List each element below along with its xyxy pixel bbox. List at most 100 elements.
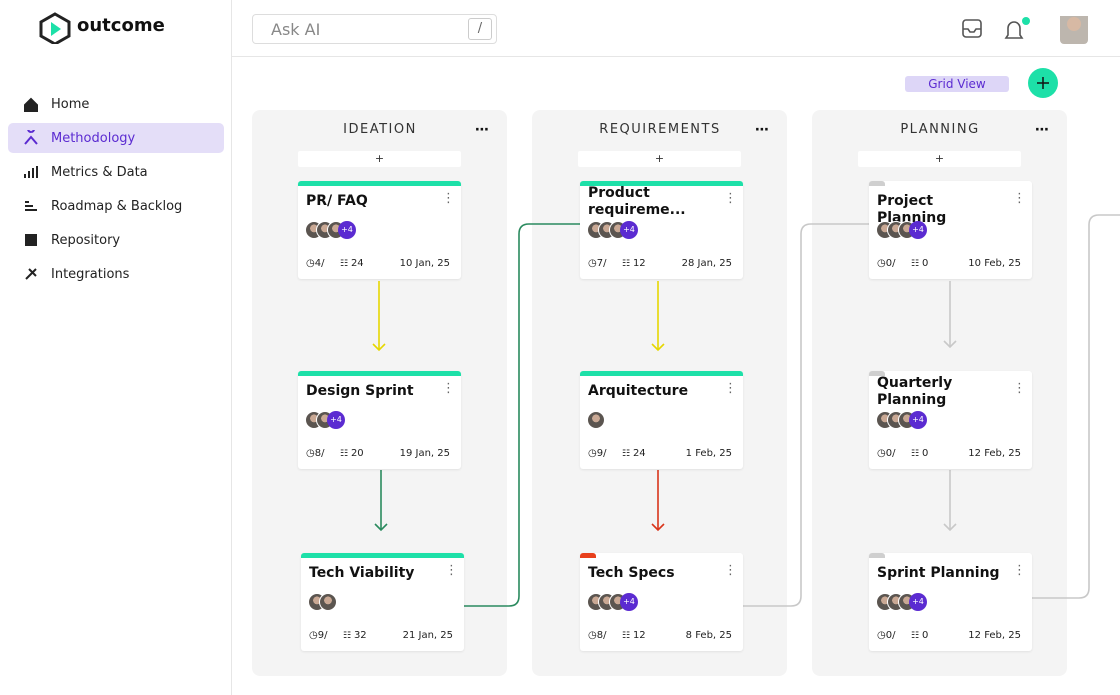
comment-text: 12 bbox=[632, 258, 646, 269]
card-date: 10 Feb, 25 bbox=[968, 258, 1021, 269]
nav-icon bbox=[24, 97, 38, 112]
card[interactable]: PR/ FAQ ⋮ +4 ◷4/ ☷ 24 10 Jan, 25 bbox=[298, 181, 461, 279]
comment-icon: ☷ bbox=[911, 631, 922, 641]
task-icon: ◷ bbox=[877, 258, 886, 269]
search-box[interactable]: Ask AI / bbox=[252, 14, 497, 44]
card[interactable]: Quarterly Planning ⋮ +4 ◷0/ ☷ 0 12 Feb, 25 bbox=[869, 371, 1032, 469]
card[interactable]: Tech Viability ⋮ ◷9/ ☷ 32 21 Jan, 25 bbox=[301, 553, 464, 651]
card[interactable]: Sprint Planning ⋮ +4 ◷0/ ☷ 0 12 Feb, 25 bbox=[869, 553, 1032, 651]
task-text: 9/ bbox=[317, 630, 328, 641]
comment-count: ☷ 0 bbox=[911, 258, 928, 269]
flow-arrow bbox=[943, 340, 957, 349]
card-menu[interactable]: ⋮ bbox=[442, 191, 455, 206]
column-menu[interactable]: ⋯ bbox=[475, 122, 489, 138]
comment-text: 32 bbox=[353, 630, 367, 641]
add-card[interactable]: + bbox=[858, 151, 1021, 167]
nav-icon bbox=[25, 234, 37, 246]
comment-count: ☷ 24 bbox=[340, 258, 364, 269]
nav-icon bbox=[25, 268, 37, 280]
task-count: ◷7/ bbox=[588, 258, 606, 269]
comment-icon: ☷ bbox=[340, 259, 351, 269]
task-count: ◷0/ bbox=[877, 448, 895, 459]
card-menu[interactable]: ⋮ bbox=[724, 381, 737, 396]
nav-icon bbox=[25, 201, 37, 211]
column-menu[interactable]: ⋯ bbox=[755, 122, 769, 138]
avatar bbox=[587, 411, 605, 429]
card-menu[interactable]: ⋮ bbox=[724, 563, 737, 578]
card-date: 10 Jan, 25 bbox=[399, 258, 450, 269]
nav-item[interactable]: Repository bbox=[8, 225, 224, 255]
card-accent bbox=[869, 553, 885, 558]
card-accent bbox=[298, 371, 461, 376]
task-icon: ◷ bbox=[306, 258, 315, 269]
task-count: ◷8/ bbox=[306, 448, 324, 459]
flow-connector bbox=[464, 223, 580, 607]
nav-item[interactable]: Metrics & Data bbox=[8, 157, 224, 187]
card-menu[interactable]: ⋮ bbox=[724, 191, 737, 206]
card-date: 8 Feb, 25 bbox=[685, 630, 732, 641]
card-accent bbox=[580, 371, 743, 376]
card[interactable]: Arquitecture ⋮ ◷9/ ☷ 24 1 Feb, 25 bbox=[580, 371, 743, 469]
card-menu[interactable]: ⋮ bbox=[1013, 381, 1026, 396]
card-date: 12 Feb, 25 bbox=[968, 448, 1021, 459]
comment-count: ☷ 20 bbox=[340, 448, 364, 459]
nav-item[interactable]: Home bbox=[8, 89, 224, 119]
task-icon: ◷ bbox=[877, 448, 886, 459]
card-title: Project Planning bbox=[877, 193, 947, 226]
card-title: Sprint Planning bbox=[877, 565, 1000, 581]
comment-icon: ☷ bbox=[622, 449, 633, 459]
task-text: 8/ bbox=[596, 630, 607, 641]
add-card[interactable]: + bbox=[578, 151, 741, 167]
flow-arrow bbox=[374, 523, 388, 532]
logo-icon bbox=[39, 12, 71, 44]
flow-arrow bbox=[943, 523, 957, 532]
avatar-more: +4 bbox=[620, 593, 638, 611]
avatar-more: +4 bbox=[327, 411, 345, 429]
nav-item[interactable]: Integrations bbox=[8, 259, 224, 289]
task-icon: ◷ bbox=[588, 258, 597, 269]
card-accent bbox=[580, 553, 596, 558]
task-icon: ◷ bbox=[306, 448, 315, 459]
card-menu[interactable]: ⋮ bbox=[1013, 191, 1026, 206]
task-icon: ◷ bbox=[877, 630, 886, 641]
task-icon: ◷ bbox=[588, 630, 597, 641]
task-text: 9/ bbox=[596, 448, 607, 459]
card-menu[interactable]: ⋮ bbox=[1013, 563, 1026, 578]
comment-text: 12 bbox=[632, 630, 646, 641]
add-button[interactable] bbox=[1028, 68, 1058, 98]
nav-item[interactable]: Roadmap & Backlog bbox=[8, 191, 224, 221]
comment-count: ☷ 12 bbox=[622, 258, 646, 269]
comment-icon: ☷ bbox=[911, 259, 922, 269]
flow-arrow bbox=[372, 343, 386, 352]
view-toggle[interactable]: Grid View bbox=[905, 76, 1009, 92]
column-menu[interactable]: ⋯ bbox=[1035, 122, 1049, 138]
bell-icon[interactable] bbox=[1004, 21, 1024, 39]
card[interactable]: Design Sprint ⋮ +4 ◷8/ ☷ 20 19 Jan, 25 bbox=[298, 371, 461, 469]
card[interactable]: Product requireme... ⋮ +4 ◷7/ ☷ 12 28 Jan, 25 bbox=[580, 181, 743, 279]
card-accent bbox=[298, 181, 461, 186]
comment-text: 0 bbox=[921, 448, 929, 459]
comment-text: 0 bbox=[921, 258, 929, 269]
nav-item[interactable]: Methodology bbox=[8, 123, 224, 153]
card-menu[interactable]: ⋮ bbox=[442, 381, 455, 396]
nav-icon bbox=[24, 166, 38, 178]
card-title: Quarterly Planning bbox=[877, 375, 953, 408]
column-title: PLANNING bbox=[900, 122, 980, 137]
card-accent bbox=[869, 371, 885, 376]
comment-count: ☷ 32 bbox=[343, 630, 367, 641]
card-title: Tech Specs bbox=[588, 565, 675, 581]
add-card[interactable]: + bbox=[298, 151, 461, 167]
comment-icon: ☷ bbox=[911, 449, 922, 459]
card-accent bbox=[580, 181, 743, 186]
task-icon: ◷ bbox=[309, 630, 318, 641]
task-text: 0/ bbox=[885, 448, 896, 459]
card-menu[interactable]: ⋮ bbox=[445, 563, 458, 578]
card[interactable]: Tech Specs ⋮ +4 ◷8/ ☷ 12 8 Feb, 25 bbox=[580, 553, 743, 651]
card-accent bbox=[301, 553, 464, 558]
task-count: ◷0/ bbox=[877, 258, 895, 269]
comment-count: ☷ 12 bbox=[622, 630, 646, 641]
card[interactable]: Project Planning ⋮ +4 ◷0/ ☷ 0 10 Feb, 25 bbox=[869, 181, 1032, 279]
card-title: PR/ FAQ bbox=[306, 193, 368, 209]
